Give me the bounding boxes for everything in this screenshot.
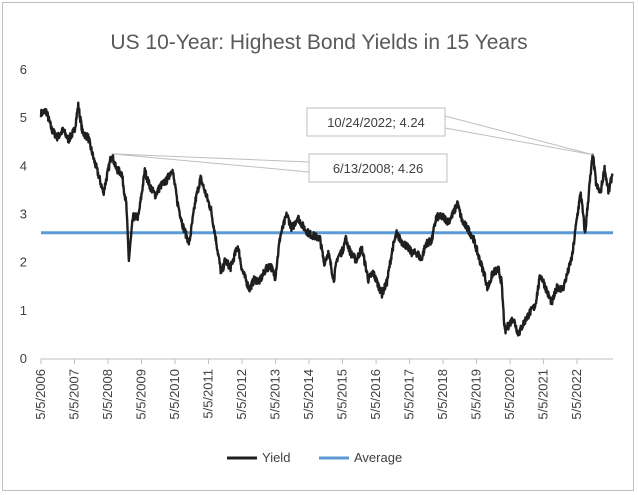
legend-label-yield: Yield xyxy=(262,450,290,465)
series-yield-line xyxy=(39,101,614,337)
x-tick-label: 5/5/2020 xyxy=(502,369,517,420)
legend-label-average: Average xyxy=(354,450,402,465)
x-tick-label: 5/5/2015 xyxy=(335,369,350,420)
callout-leader xyxy=(111,153,310,173)
x-tick-label: 5/5/2018 xyxy=(435,369,450,420)
y-tick-label: 5 xyxy=(20,110,27,125)
x-tick-label: 5/5/2019 xyxy=(469,369,484,420)
y-axis: 0 1 2 3 4 5 6 xyxy=(20,62,27,366)
y-tick-label: 4 xyxy=(20,158,27,173)
x-tick-label: 5/5/2008 xyxy=(100,369,115,420)
plot-area xyxy=(39,101,614,337)
x-tick-label: 5/5/2014 xyxy=(301,369,316,420)
callout-box xyxy=(306,107,446,137)
legend: Yield Average xyxy=(227,450,402,465)
x-tick-label: 5/5/2022 xyxy=(569,369,584,420)
x-tick-label: 5/5/2021 xyxy=(536,369,551,420)
x-tick-label: 5/5/2012 xyxy=(234,369,249,420)
y-tick-label: 0 xyxy=(20,351,27,366)
legend-item-average: Average xyxy=(319,450,402,465)
x-tick-label: 5/5/2016 xyxy=(368,369,383,420)
callouts: 10/24/2022; 4.24 6/13/2008; 4.26 xyxy=(111,107,593,183)
x-tick-label: 5/5/2010 xyxy=(167,369,182,420)
x-tick-label: 5/5/2013 xyxy=(268,369,283,420)
callout-label: 6/13/2008; 4.26 xyxy=(333,161,423,176)
x-tick-label: 5/5/2011 xyxy=(200,369,215,419)
callout-leader xyxy=(444,115,593,156)
x-tick-label: 5/5/2009 xyxy=(134,369,149,420)
chart-title: US 10-Year: Highest Bond Yields in 15 Ye… xyxy=(110,31,527,54)
callout: 10/24/2022; 4.24 xyxy=(306,107,593,156)
x-tick-label: 5/5/2017 xyxy=(402,369,417,420)
y-tick-label: 3 xyxy=(20,207,27,222)
x-axis: 5/5/2006 5/5/2007 5/5/2008 5/5/2009 5/5/2010… xyxy=(33,358,613,420)
callout: 6/13/2008; 4.26 xyxy=(111,153,448,183)
y-tick-label: 1 xyxy=(20,303,27,318)
line-chart: US 10-Year: Highest Bond Yields in 15 Ye… xyxy=(20,31,614,465)
y-tick-label: 2 xyxy=(20,255,27,270)
x-tick-label: 5/5/2006 xyxy=(33,369,48,420)
callout-box xyxy=(308,153,448,183)
callout-label: 10/24/2022; 4.24 xyxy=(327,115,425,130)
legend-item-yield: Yield xyxy=(227,450,290,465)
x-tick-label: 5/5/2007 xyxy=(66,369,81,420)
y-tick-label: 6 xyxy=(20,62,27,77)
chart-frame: US 10-Year: Highest Bond Yields in 15 Ye… xyxy=(2,2,634,491)
